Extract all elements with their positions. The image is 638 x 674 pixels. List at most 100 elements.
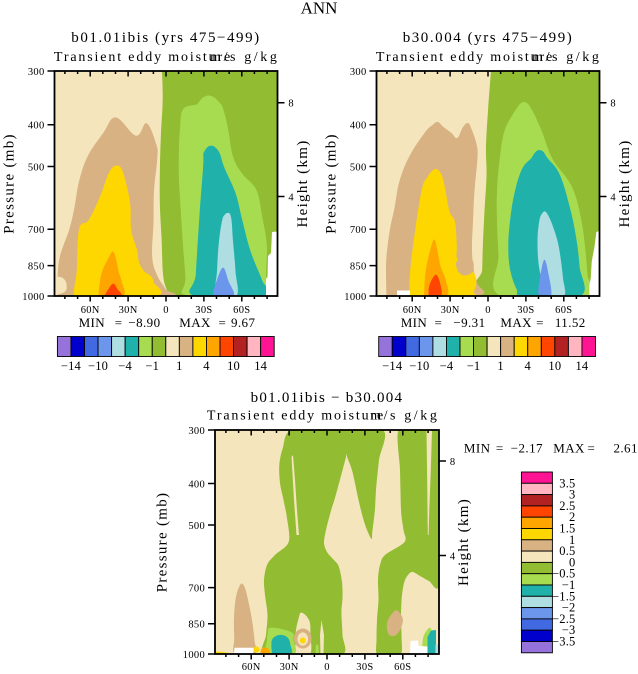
svg-text:b01.01ibis − b30.004: b01.01ibis − b30.004 (251, 390, 404, 406)
svg-text:Transient eddy moisture: Transient eddy moisture (54, 50, 232, 65)
svg-text:1000: 1000 (344, 292, 366, 303)
svg-text:60N: 60N (81, 305, 100, 316)
svg-text:1: 1 (569, 533, 575, 547)
svg-text:30N: 30N (441, 305, 460, 316)
svg-text:Transient eddy moisture: Transient eddy moisture (207, 409, 385, 424)
svg-text:60N: 60N (242, 662, 261, 673)
svg-text:4: 4 (288, 192, 294, 203)
svg-text:2.5: 2.5 (559, 499, 575, 513)
svg-text:0.5: 0.5 (559, 544, 575, 558)
svg-text:4: 4 (203, 359, 210, 373)
svg-text:b30.004 (yrs 475−499): b30.004 (yrs 475−499) (403, 30, 574, 46)
svg-text:−1: −1 (562, 578, 576, 592)
svg-text:Pressure (mb): Pressure (mb) (324, 133, 340, 234)
svg-text:30N: 30N (119, 305, 138, 316)
svg-text:Height (km): Height (km) (456, 498, 472, 586)
svg-text:700: 700 (350, 225, 367, 236)
svg-text:−8.90: −8.90 (128, 315, 160, 330)
svg-text:=: = (496, 441, 504, 456)
svg-text:−2.5: −2.5 (552, 612, 575, 626)
svg-text:60S: 60S (555, 305, 572, 316)
svg-text:4: 4 (610, 192, 616, 203)
svg-text:−9.31: −9.31 (453, 315, 485, 330)
svg-text:−2.17: −2.17 (511, 441, 543, 456)
svg-text:11.52: 11.52 (555, 315, 586, 330)
svg-text:700: 700 (188, 583, 205, 594)
svg-text:=: = (435, 315, 443, 330)
svg-text:400: 400 (28, 121, 45, 132)
svg-text:−1: −1 (467, 359, 481, 373)
svg-text:MAX: MAX (179, 315, 211, 330)
svg-text:300: 300 (350, 67, 367, 78)
svg-text:Pressure (mb): Pressure (mb) (2, 133, 18, 234)
svg-text:−10: −10 (409, 359, 429, 373)
svg-text:ANN: ANN (301, 0, 338, 18)
svg-text:8: 8 (450, 457, 456, 468)
svg-text:−2: −2 (562, 601, 576, 615)
svg-text:10: 10 (548, 359, 561, 373)
svg-text:−4: −4 (440, 359, 454, 373)
svg-text:−14: −14 (382, 359, 403, 373)
svg-text:MIN: MIN (401, 315, 428, 330)
svg-text:400: 400 (188, 479, 205, 490)
svg-text:−1: −1 (145, 359, 159, 373)
svg-text:−14: −14 (61, 359, 82, 373)
svg-text:m/s g/kg: m/s g/kg (532, 50, 601, 65)
svg-text:14: 14 (254, 359, 267, 373)
svg-text:MIN: MIN (79, 315, 106, 330)
svg-text:1: 1 (176, 359, 182, 373)
svg-text:0: 0 (163, 305, 169, 316)
svg-text:14: 14 (575, 359, 588, 373)
svg-text:850: 850 (28, 261, 45, 272)
svg-text:Height (km): Height (km) (295, 139, 311, 227)
svg-text:2.61: 2.61 (614, 441, 638, 456)
svg-text:m/s g/kg: m/s g/kg (210, 50, 279, 65)
svg-text:500: 500 (28, 162, 45, 173)
svg-text:500: 500 (188, 521, 205, 532)
svg-text:b01.01ibis (yrs 475−499): b01.01ibis (yrs 475−499) (71, 30, 260, 46)
svg-text:850: 850 (350, 261, 367, 272)
svg-text:60N: 60N (403, 305, 422, 316)
svg-text:9.67: 9.67 (231, 315, 255, 330)
svg-text:1.5: 1.5 (559, 522, 575, 536)
svg-text:MAX: MAX (553, 441, 585, 456)
svg-text:=: = (588, 441, 596, 456)
svg-text:Transient eddy moisture: Transient eddy moisture (376, 50, 554, 65)
svg-text:0: 0 (485, 305, 491, 316)
svg-text:60S: 60S (394, 662, 411, 673)
svg-text:MIN: MIN (464, 441, 491, 456)
svg-text:m/s g/kg: m/s g/kg (370, 409, 439, 424)
svg-text:30S: 30S (195, 305, 212, 316)
svg-text:−3: −3 (562, 623, 576, 637)
svg-text:0: 0 (324, 662, 330, 673)
svg-text:0: 0 (569, 555, 575, 569)
svg-text:=: = (219, 315, 227, 330)
svg-text:4: 4 (450, 551, 456, 562)
svg-text:3: 3 (569, 488, 575, 502)
svg-text:500: 500 (350, 162, 367, 173)
svg-text:−1.5: −1.5 (552, 589, 575, 603)
svg-text:60S: 60S (233, 305, 250, 316)
svg-text:2: 2 (569, 510, 575, 524)
svg-text:30S: 30S (517, 305, 534, 316)
svg-text:3.5: 3.5 (559, 476, 575, 490)
svg-text:−4: −4 (118, 359, 132, 373)
svg-text:=: = (115, 315, 123, 330)
svg-text:8: 8 (288, 99, 294, 110)
svg-text:400: 400 (350, 121, 367, 132)
svg-text:300: 300 (28, 67, 45, 78)
svg-text:−0.5: −0.5 (552, 567, 575, 581)
svg-text:300: 300 (188, 426, 205, 437)
svg-text:=: = (536, 315, 544, 330)
svg-text:Pressure (mb): Pressure (mb) (155, 492, 171, 593)
svg-text:30S: 30S (356, 662, 373, 673)
svg-text:MAX: MAX (500, 315, 532, 330)
svg-text:−3.5: −3.5 (552, 635, 575, 649)
svg-text:30N: 30N (280, 662, 299, 673)
svg-text:700: 700 (28, 225, 45, 236)
svg-text:1000: 1000 (22, 292, 44, 303)
svg-text:Height (km): Height (km) (617, 139, 633, 227)
svg-text:1000: 1000 (183, 650, 205, 661)
svg-text:−10: −10 (88, 359, 108, 373)
svg-text:4: 4 (525, 359, 532, 373)
